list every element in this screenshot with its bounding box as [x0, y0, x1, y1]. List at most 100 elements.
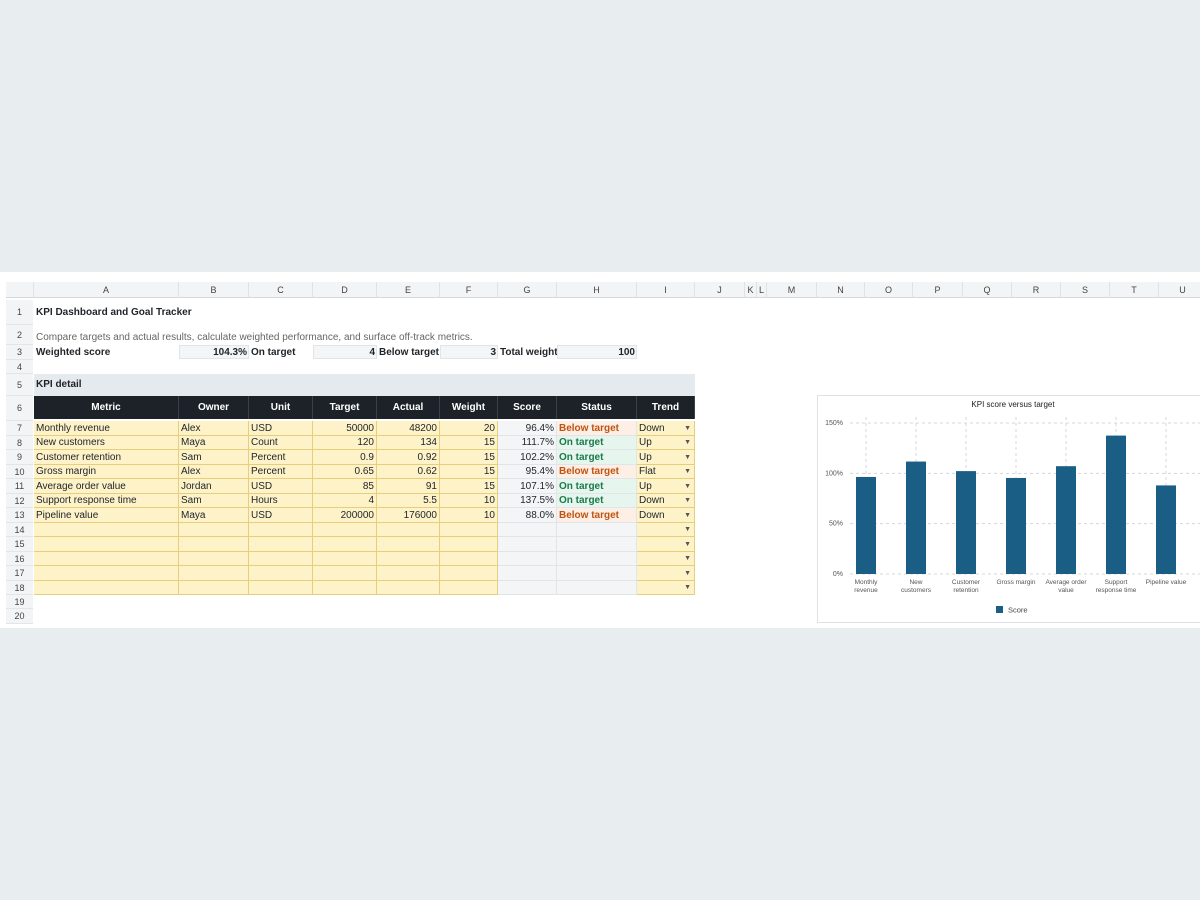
empty-score-cell[interactable] [498, 552, 557, 566]
empty-unit-cell[interactable] [249, 581, 313, 595]
kpi-trend-cell[interactable]: Flat ▼ [637, 465, 695, 479]
row-header-12[interactable]: 12 [6, 494, 33, 508]
row-header-6[interactable]: 6 [6, 396, 33, 421]
kpi-actual-cell[interactable]: 0.62 [377, 465, 440, 479]
kpi-trend-cell[interactable]: Down ▼ [637, 494, 695, 508]
empty-actual-cell[interactable] [377, 523, 440, 537]
kpi-score-cell[interactable]: 137.5% [498, 494, 557, 508]
kpi-trend-cell[interactable]: Up ▼ [637, 436, 695, 450]
row-header-9[interactable]: 9 [6, 450, 33, 465]
row-header-1[interactable]: 1 [6, 300, 33, 325]
score-chart[interactable]: KPI score versus target 0% 50% 100% 150% Mont… [817, 395, 1200, 623]
column-header-d[interactable]: D [313, 282, 377, 298]
empty-status-cell[interactable] [557, 537, 637, 552]
column-header-g[interactable]: G [498, 282, 557, 298]
kpi-status-cell[interactable]: On target [557, 450, 637, 465]
weighted-score-box[interactable] [179, 345, 249, 359]
kpi-status-cell[interactable]: Below target [557, 421, 637, 436]
empty-trend-cell[interactable]: ▼ [637, 523, 695, 537]
empty-score-cell[interactable] [498, 523, 557, 537]
column-header-k[interactable]: K [745, 282, 757, 298]
row-header-11[interactable]: 11 [6, 479, 33, 494]
empty-status-cell[interactable] [557, 523, 637, 537]
on-target-box[interactable] [313, 345, 377, 359]
empty-metric-cell[interactable] [34, 566, 179, 581]
empty-owner-cell[interactable] [179, 537, 249, 552]
row-header-18[interactable]: 18 [6, 581, 33, 595]
dropdown-arrow-icon[interactable]: ▼ [684, 425, 691, 432]
kpi-weight-cell[interactable]: 20 [440, 421, 498, 436]
total-weight-value[interactable]: 100 [618, 347, 635, 358]
kpi-owner-cell[interactable]: Maya [179, 508, 249, 523]
row-header-2[interactable]: 2 [6, 325, 33, 345]
empty-trend-cell[interactable]: ▼ [637, 581, 695, 595]
table-header-status[interactable]: Status [557, 396, 637, 419]
table-header-metric[interactable]: Metric [34, 396, 179, 419]
empty-owner-cell[interactable] [179, 581, 249, 595]
dropdown-arrow-icon[interactable]: ▼ [684, 439, 691, 446]
table-header-weight[interactable]: Weight [440, 396, 498, 419]
empty-trend-cell[interactable]: ▼ [637, 566, 695, 581]
column-header-l[interactable]: L [757, 282, 767, 298]
kpi-unit-cell[interactable]: USD [249, 421, 313, 436]
kpi-owner-cell[interactable]: Alex [179, 465, 249, 479]
row-header-20[interactable]: 20 [6, 609, 33, 624]
kpi-weight-cell[interactable]: 15 [440, 450, 498, 465]
dropdown-arrow-icon[interactable]: ▼ [684, 483, 691, 490]
kpi-status-cell[interactable]: Below target [557, 508, 637, 523]
column-header-i[interactable]: I [637, 282, 695, 298]
empty-owner-cell[interactable] [179, 552, 249, 566]
empty-score-cell[interactable] [498, 566, 557, 581]
row-header-4[interactable]: 4 [6, 360, 33, 374]
empty-actual-cell[interactable] [377, 537, 440, 552]
column-header-o[interactable]: O [865, 282, 913, 298]
kpi-weight-cell[interactable]: 15 [440, 479, 498, 494]
empty-metric-cell[interactable] [34, 581, 179, 595]
kpi-unit-cell[interactable]: Percent [249, 465, 313, 479]
table-header-trend[interactable]: Trend [637, 396, 695, 419]
table-header-actual[interactable]: Actual [377, 396, 440, 419]
kpi-weight-cell[interactable]: 15 [440, 465, 498, 479]
kpi-metric-cell[interactable]: Average order value [34, 479, 179, 494]
column-header-q[interactable]: Q [963, 282, 1012, 298]
kpi-actual-cell[interactable]: 91 [377, 479, 440, 494]
dropdown-arrow-icon[interactable]: ▼ [684, 526, 691, 533]
row-header-10[interactable]: 10 [6, 465, 33, 479]
column-header-c[interactable]: C [249, 282, 313, 298]
empty-status-cell[interactable] [557, 552, 637, 566]
kpi-weight-cell[interactable]: 10 [440, 494, 498, 508]
empty-target-cell[interactable] [313, 581, 377, 595]
kpi-score-cell[interactable]: 102.2% [498, 450, 557, 465]
row-header-7[interactable]: 7 [6, 421, 33, 436]
kpi-metric-cell[interactable]: Gross margin [34, 465, 179, 479]
below-target-box[interactable] [440, 345, 498, 359]
kpi-metric-cell[interactable]: Support response time [34, 494, 179, 508]
row-header-5[interactable]: 5 [6, 374, 33, 396]
kpi-owner-cell[interactable]: Alex [179, 421, 249, 436]
kpi-target-cell[interactable]: 4 [313, 494, 377, 508]
empty-owner-cell[interactable] [179, 566, 249, 581]
dropdown-arrow-icon[interactable]: ▼ [684, 541, 691, 548]
weighted-score-value[interactable]: 104.3% [213, 347, 247, 358]
kpi-owner-cell[interactable]: Jordan [179, 479, 249, 494]
column-header-s[interactable]: S [1061, 282, 1110, 298]
table-header-score[interactable]: Score [498, 396, 557, 419]
empty-actual-cell[interactable] [377, 581, 440, 595]
kpi-trend-cell[interactable]: Down ▼ [637, 421, 695, 436]
table-header-owner[interactable]: Owner [179, 396, 249, 419]
kpi-actual-cell[interactable]: 176000 [377, 508, 440, 523]
dropdown-arrow-icon[interactable]: ▼ [684, 512, 691, 519]
row-header-3[interactable]: 3 [6, 345, 33, 360]
dropdown-arrow-icon[interactable]: ▼ [684, 570, 691, 577]
kpi-unit-cell[interactable]: USD [249, 479, 313, 494]
kpi-status-cell[interactable]: On target [557, 436, 637, 450]
empty-status-cell[interactable] [557, 581, 637, 595]
kpi-status-cell[interactable]: Below target [557, 465, 637, 479]
empty-unit-cell[interactable] [249, 552, 313, 566]
row-header-14[interactable]: 14 [6, 523, 33, 537]
column-header-t[interactable]: T [1110, 282, 1159, 298]
column-header-a[interactable]: A [34, 282, 179, 298]
column-header-j[interactable]: J [695, 282, 745, 298]
kpi-trend-cell[interactable]: Up ▼ [637, 479, 695, 494]
empty-trend-cell[interactable]: ▼ [637, 537, 695, 552]
